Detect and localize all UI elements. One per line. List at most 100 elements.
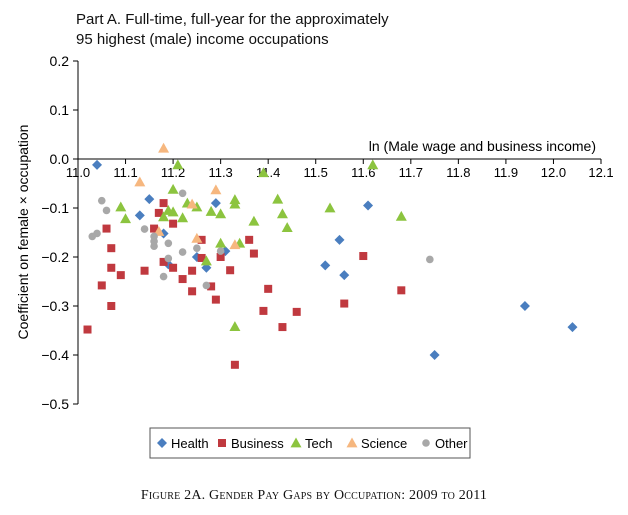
data-point-tech <box>248 215 260 226</box>
data-point-tech <box>395 210 407 221</box>
data-point-health <box>429 350 440 360</box>
x-tick-label: 11.1 <box>113 165 137 180</box>
y-axis-label: Coefficient on female × occupation <box>15 125 31 340</box>
data-point-health <box>144 194 155 205</box>
data-point-tech <box>120 213 132 224</box>
data-point-business <box>107 244 116 253</box>
y-tick-label: 0.2 <box>50 53 70 69</box>
data-point-business <box>340 299 349 308</box>
data-point-business <box>207 282 216 291</box>
data-point-business <box>249 249 258 258</box>
data-point-business <box>169 263 178 272</box>
legend-marker-science <box>346 437 358 448</box>
data-point-business <box>259 306 268 315</box>
data-point-tech <box>205 205 217 216</box>
x-tick-label: 12.1 <box>588 165 613 180</box>
data-point-business <box>83 325 92 334</box>
x-tick-label: 11.5 <box>304 165 328 180</box>
legend-marker-business <box>218 439 226 447</box>
data-point-health <box>567 322 578 333</box>
data-point-business <box>102 224 111 233</box>
data-point-health <box>339 270 350 281</box>
legend-marker-tech <box>290 437 302 448</box>
data-point-tech <box>172 159 184 170</box>
data-point-health <box>320 260 331 271</box>
data-point-tech <box>167 183 179 194</box>
data-point-tech <box>191 201 203 212</box>
data-point-science <box>158 142 170 153</box>
data-point-business <box>107 302 116 310</box>
data-point-other <box>193 244 201 252</box>
x-axis-label: ln (Male wage and business income) <box>369 138 596 154</box>
data-point-tech <box>200 255 212 266</box>
data-point-science <box>191 232 203 243</box>
data-point-business <box>292 307 301 316</box>
data-point-business <box>107 263 116 272</box>
data-point-business <box>140 266 149 275</box>
data-point-science <box>186 198 198 209</box>
data-point-science <box>210 184 222 195</box>
data-point-tech <box>215 208 227 219</box>
data-point-other <box>150 242 158 251</box>
legend: Health Business Tech Science Other <box>149 427 471 459</box>
data-point-business <box>188 287 197 296</box>
x-tick-label: 11.7 <box>399 165 423 180</box>
legend-box <box>149 427 471 459</box>
figure-caption: Figure 2A. Gender Pay Gaps by Occupation… <box>140 488 488 503</box>
data-point-other <box>426 255 434 264</box>
data-point-business <box>154 208 163 217</box>
legend-label-tech: Tech <box>305 436 332 451</box>
data-point-science <box>229 239 241 250</box>
data-point-business <box>359 252 368 261</box>
legend-label-health: Health <box>171 436 209 451</box>
data-point-business <box>264 284 273 293</box>
y-tick-label: −0.5 <box>41 396 69 412</box>
x-tick-label: 12.0 <box>541 165 566 180</box>
data-point-business <box>245 235 254 244</box>
data-point-business <box>397 286 406 295</box>
data-point-business <box>116 271 125 280</box>
y-tick-label: 0.0 <box>50 151 70 167</box>
data-point-business <box>188 266 197 275</box>
data-point-health <box>92 159 103 170</box>
x-tick-label: 11.8 <box>446 165 470 180</box>
data-point-tech <box>272 193 284 204</box>
data-point-health <box>210 198 221 209</box>
data-point-business <box>197 253 206 262</box>
data-point-health <box>363 200 374 211</box>
data-point-health <box>519 301 530 311</box>
data-point-science <box>134 176 146 187</box>
axes: 0.2 0.1 0.0 −0.1 −0.2 −0.3 −0.4 −0.5 11.0 11.1 11.… <box>41 53 613 412</box>
data-point-tech <box>167 206 179 217</box>
data-point-business <box>97 281 106 290</box>
data-point-other <box>93 229 101 238</box>
chart-title: Part A. Full-time, full-year for the app… <box>76 10 389 50</box>
data-points <box>83 142 578 369</box>
data-point-other <box>178 248 187 256</box>
data-point-other <box>97 196 106 205</box>
data-point-tech <box>276 208 288 219</box>
chart-title-line-2: 95 highest (male) income occupations <box>76 31 329 48</box>
data-point-tech <box>324 202 336 213</box>
x-tick-label: 11.4 <box>256 165 280 180</box>
data-point-business <box>169 219 178 228</box>
data-point-other <box>164 239 173 248</box>
data-point-tech <box>215 237 227 248</box>
data-point-tech <box>177 212 189 223</box>
scatter-chart: 0.2 0.1 0.0 −0.1 −0.2 −0.3 −0.4 −0.5 11.0 11.1 11.… <box>15 53 614 459</box>
data-point-business <box>216 253 225 261</box>
data-point-business <box>159 199 168 208</box>
data-point-tech <box>115 201 127 212</box>
data-point-business <box>197 235 206 244</box>
data-point-business <box>278 323 287 332</box>
data-point-health <box>134 210 145 221</box>
data-point-other <box>164 254 173 263</box>
data-point-tech <box>257 167 269 178</box>
data-point-other <box>140 225 149 233</box>
data-point-other <box>216 247 225 255</box>
data-point-business <box>159 257 168 266</box>
data-point-tech <box>229 321 241 331</box>
y-tick-label: −0.4 <box>41 347 69 363</box>
x-tick-label: 11.3 <box>208 165 232 180</box>
data-point-other <box>102 206 111 215</box>
